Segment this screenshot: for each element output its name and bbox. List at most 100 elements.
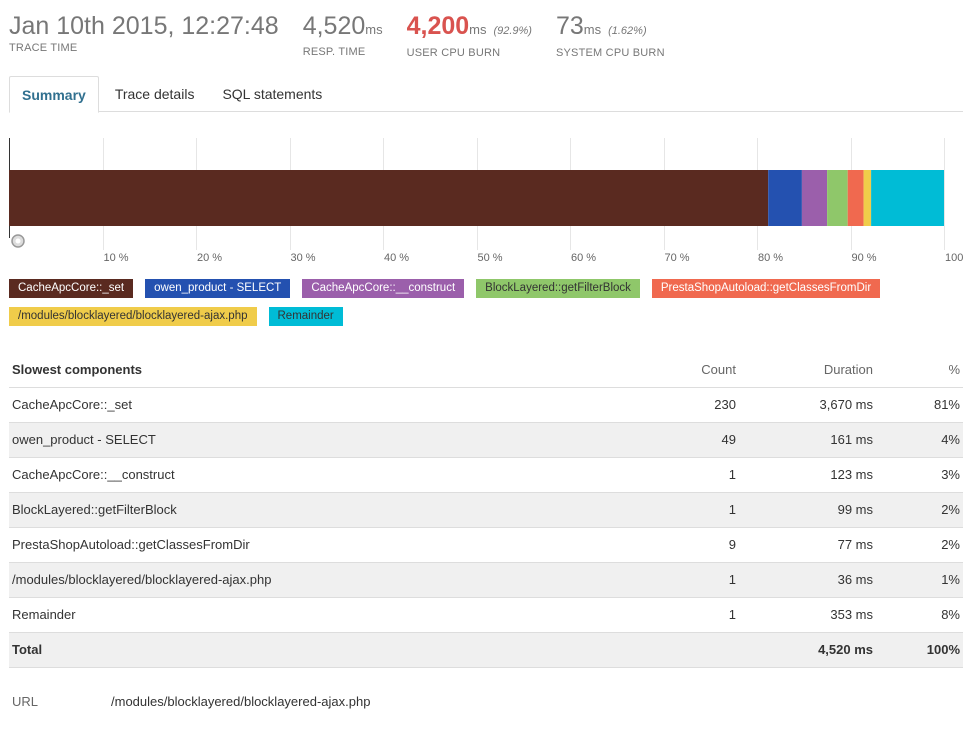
tab-bar: Summary Trace details SQL statements [9,76,963,113]
chart-bar-segment[interactable] [9,170,769,226]
row-duration: 77 ms [739,527,876,563]
user-cpu-number: 4,200 [406,12,470,40]
chart-tick-label: 40 % [384,252,409,264]
table-header-row: Slowest components Count Duration % [9,352,963,388]
legend-item[interactable]: CacheApcCore::_set [9,279,134,298]
row-percent: 2% [876,527,963,563]
total-name: Total [9,632,569,668]
table-row: CacheApcCore::__construct 1 123 ms 3% [9,457,963,493]
chart-legend: CacheApcCore::_set owen_product - SELECT C… [9,279,963,335]
legend-item[interactable]: PrestaShopAutoload::getClassesFromDir [651,279,881,298]
row-duration: 161 ms [739,422,876,458]
table-row: BlockLayered::getFilterBlock 1 99 ms 2% [9,492,963,528]
row-duration: 3,670 ms [739,387,876,423]
resp-time-value: 4,520ms [303,12,383,44]
chart-tick-label: 20 % [197,252,222,264]
row-duration: 353 ms [739,597,876,633]
row-name: CacheApcCore::_set [9,387,569,423]
row-name: PrestaShopAutoload::getClassesFromDir [9,527,569,563]
user-cpu-percent: (92.9%) [493,25,532,37]
header-duration: Duration [739,352,876,388]
total-percent: 100% [876,632,963,668]
resp-time-metric: 4,520ms RESP. TIME [303,12,383,59]
system-cpu-value: 73ms (1.62%) [556,12,665,45]
chart-tick-label: 70 % [665,252,690,264]
chart-bar-segment[interactable] [847,170,864,226]
table-total-row: Total 4,520 ms 100% [9,632,963,668]
row-percent: 3% [876,457,963,493]
chart-tick-label: 50 % [478,252,503,264]
row-count: 9 [569,527,739,563]
trace-time-metric: Jan 10th 2015, 12:27:48 TRACE TIME [9,12,279,59]
row-name: BlockLayered::getFilterBlock [9,492,569,528]
row-name: /modules/blocklayered/blocklayered-ajax.… [9,562,569,598]
chart-bar-segment[interactable] [768,170,802,226]
table-row: /modules/blocklayered/blocklayered-ajax.… [9,562,963,598]
tab-summary[interactable]: Summary [9,76,99,113]
header-count: Count [569,352,739,388]
row-duration: 99 ms [739,492,876,528]
row-percent: 1% [876,562,963,598]
total-count [569,632,739,668]
row-count: 1 [569,562,739,598]
row-name: CacheApcCore::__construct [9,457,569,493]
chart-handle-icon-inner [15,238,21,244]
chart-svg: 10 % 20 % 30 % 40 % 50 % 60 % 70 % 80 % 90 % 100 [9,138,963,264]
user-cpu-unit: ms [469,22,487,37]
chart-tick-label: 80 % [758,252,783,264]
system-cpu-number: 73 [555,12,584,40]
total-duration: 4,520 ms [739,632,876,668]
system-cpu-percent: (1.62%) [608,25,647,37]
url-value: /modules/blocklayered/blocklayered-ajax.… [111,694,371,709]
resp-time-unit: ms [365,22,383,37]
chart-tick-label: 30 % [291,252,316,264]
row-count: 49 [569,422,739,458]
table-row: owen_product - SELECT 49 161 ms 4% [9,422,963,458]
row-percent: 2% [876,492,963,528]
chart-tick-label: 100 [945,252,963,264]
system-cpu-metric: 73ms (1.62%) SYSTEM CPU BURN [556,12,665,59]
row-count: 1 [569,492,739,528]
legend-item[interactable]: BlockLayered::getFilterBlock [476,279,640,298]
chart-bar-segment[interactable] [871,170,944,226]
chart-bar-segment[interactable] [863,170,872,226]
url-label: URL [12,694,39,709]
chart-bar-segment[interactable] [827,170,848,226]
row-name: Remainder [9,597,569,633]
chart-tick-label: 60 % [571,252,596,264]
legend-item[interactable]: /modules/blocklayered/blocklayered-ajax.… [9,307,257,326]
table-row: PrestaShopAutoload::getClassesFromDir 9 … [9,527,963,563]
resp-time-number: 4,520 [302,12,366,40]
row-count: 1 [569,457,739,493]
chart-tick-label: 90 % [852,252,877,264]
table-row: CacheApcCore::_set 230 3,670 ms 81% [9,387,963,423]
tab-trace-details[interactable]: Trace details [114,86,195,102]
system-cpu-label: SYSTEM CPU BURN [555,47,665,59]
url-row: URL /modules/blocklayered/blocklayered-a… [12,694,370,709]
row-duration: 36 ms [739,562,876,598]
row-count: 1 [569,597,739,633]
tab-sql-statements[interactable]: SQL statements [222,86,323,102]
resp-time-label: RESP. TIME [302,46,366,58]
user-cpu-metric: 4,200ms (92.9%) USER CPU BURN [407,12,532,59]
system-cpu-unit: ms [583,22,602,37]
chart-bar-segment[interactable] [801,170,828,226]
legend-item[interactable]: Remainder [268,307,343,326]
trace-time-value: Jan 10th 2015, 12:27:48 [9,12,279,40]
row-percent: 4% [876,422,963,458]
legend-item[interactable]: CacheApcCore::__construct [302,279,465,298]
slowest-components-table: Slowest components Count Duration % Cach… [9,352,963,668]
row-count: 230 [569,387,739,423]
user-cpu-value: 4,200ms (92.9%) [407,12,532,45]
header-name: Slowest components [9,352,569,388]
row-duration: 123 ms [739,457,876,493]
row-percent: 8% [876,597,963,633]
trace-time-label: TRACE TIME [9,42,78,54]
table-row: Remainder 1 353 ms 8% [9,597,963,633]
trace-metrics: Jan 10th 2015, 12:27:48 TRACE TIME 4,520… [9,12,689,59]
user-cpu-label: USER CPU BURN [406,47,501,59]
legend-item[interactable]: owen_product - SELECT [145,279,291,298]
time-breakdown-chart: 10 % 20 % 30 % 40 % 50 % 60 % 70 % 80 % 90 % 100 [9,138,963,270]
row-name: owen_product - SELECT [9,422,569,458]
row-percent: 81% [876,387,963,423]
